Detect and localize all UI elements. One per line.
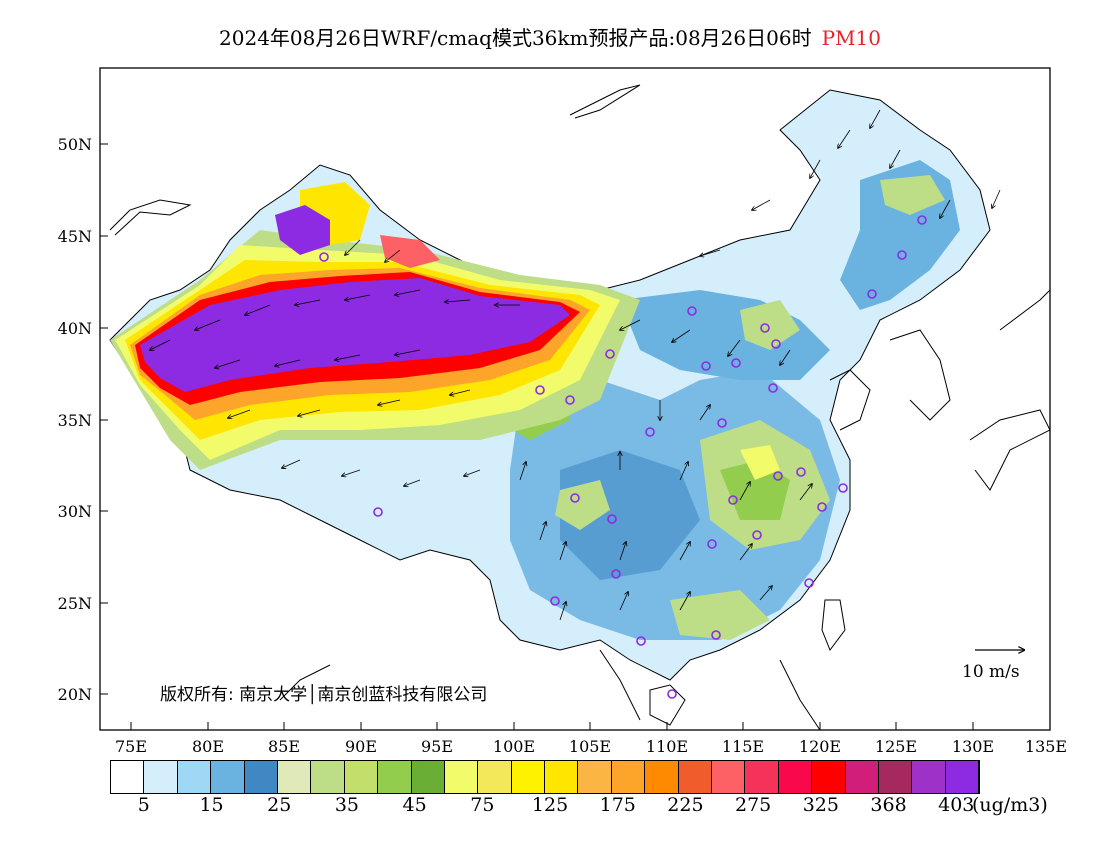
- colorbar-label: 75: [470, 794, 495, 816]
- lon-tick-label: 130E: [952, 737, 994, 756]
- lat-tick-label: 30N: [58, 502, 92, 521]
- colorbar-label: 35: [334, 794, 360, 816]
- lat-tick-label: 25N: [58, 594, 92, 613]
- colorbar-swatch: [211, 761, 245, 793]
- colorbar: [110, 760, 981, 794]
- colorbar-label: 125: [531, 794, 569, 816]
- lon-tick-label: 115E: [722, 737, 764, 756]
- map-frame: [99, 67, 1051, 731]
- lat-tick-label: 50N: [58, 135, 92, 154]
- colorbar-label: 275: [735, 794, 772, 816]
- colorbar-labels: 5 15 25 35 45 75 125 175 225 275 325 368 403: [110, 794, 990, 820]
- colorbar-swatch: [244, 761, 278, 793]
- colorbar-swatch: [611, 761, 646, 793]
- colorbar-swatch: [144, 761, 178, 793]
- lon-tick-label: 120E: [799, 737, 841, 756]
- colorbar-swatch: [745, 761, 779, 793]
- colorbar-swatch: [845, 761, 879, 793]
- copyright-text: 版权所有: 南京大学│南京创蓝科技有限公司: [160, 685, 488, 705]
- colorbar-swatch: [945, 761, 980, 793]
- colorbar-label: 175: [599, 794, 636, 816]
- title-main: 2024年08月26日WRF/cmaq模式36km预报产品:08月26日06时: [219, 26, 812, 50]
- colorbar-swatch: [678, 761, 713, 793]
- colorbar-swatch: [712, 761, 746, 793]
- map-title: 2024年08月26日WRF/cmaq模式36km预报产品:08月26日06时 P…: [0, 22, 1100, 51]
- colorbar-swatch: [411, 761, 445, 793]
- lon-tick-label: 85E: [268, 737, 300, 756]
- colorbar-swatch: [778, 761, 813, 793]
- lon-tick-label: 95E: [421, 737, 453, 756]
- colorbar-swatch: [111, 761, 145, 793]
- colorbar-label: 368: [870, 794, 907, 816]
- colorbar-label: 45: [402, 794, 427, 816]
- colorbar-label: 325: [802, 794, 839, 816]
- lon-tick-label: 135E: [1025, 737, 1067, 756]
- lat-tick-label: 20N: [58, 685, 92, 704]
- colorbar-swatch: [812, 761, 846, 793]
- colorbar-swatch: [311, 761, 345, 793]
- lon-tick-label: 105E: [569, 737, 611, 756]
- colorbar-unit: (ug/m3): [972, 794, 1048, 816]
- colorbar-label: 25: [267, 794, 292, 816]
- lon-tick-label: 90E: [345, 737, 377, 756]
- wind-scale-label: 10 m/s: [962, 662, 1020, 682]
- colorbar-label: 225: [667, 794, 704, 816]
- pm10-map: 50N 45N 40N 35N 30N 25N 20N 75E 80E 85E …: [58, 67, 1067, 756]
- colorbar-swatch: [878, 761, 913, 793]
- colorbar-swatch: [378, 761, 412, 793]
- lon-axis: 75E 80E 85E 90E 95E 100E 105E 110E 115E …: [115, 722, 1067, 756]
- lat-axis: 50N 45N 40N 35N 30N 25N 20N: [58, 135, 108, 704]
- colorbar-label: 15: [199, 794, 224, 816]
- colorbar-label: 5: [137, 794, 150, 816]
- colorbar-swatch: [511, 761, 546, 793]
- colorbar-swatch: [912, 761, 946, 793]
- colorbar-swatch: [177, 761, 212, 793]
- lat-tick-label: 35N: [58, 411, 92, 430]
- lon-tick-label: 75E: [115, 737, 147, 756]
- colorbar-swatch: [277, 761, 312, 793]
- wind-vector-icon: [150, 109, 1001, 621]
- colorbar-swatch: [645, 761, 679, 793]
- colorbar-swatch: [478, 761, 512, 793]
- lon-tick-label: 80E: [192, 737, 224, 756]
- lon-tick-label: 110E: [646, 737, 688, 756]
- lat-tick-label: 40N: [58, 319, 92, 338]
- colorbar-label: 403: [938, 794, 975, 816]
- lon-tick-label: 125E: [875, 737, 917, 756]
- lon-tick-label: 100E: [493, 737, 535, 756]
- colorbar-swatch: [545, 761, 579, 793]
- colorbar-swatch: [578, 761, 612, 793]
- colorbar-swatch: [444, 761, 479, 793]
- title-variable: PM10: [821, 26, 881, 50]
- station-circle-icon: [319, 215, 927, 699]
- lat-tick-label: 45N: [58, 227, 92, 246]
- colorbar-swatch: [344, 761, 379, 793]
